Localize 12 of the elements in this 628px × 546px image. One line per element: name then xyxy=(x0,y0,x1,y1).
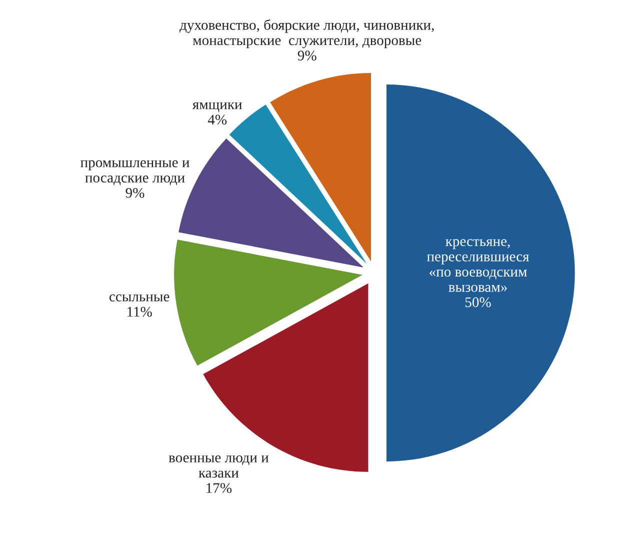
slice-label: ямщики xyxy=(192,102,242,112)
data-label: 50% xyxy=(465,297,491,308)
slice-label: крестьяне, переселившиеся «по воеводским вызовам» xyxy=(426,239,530,292)
slice-label: духовенство, боярские люди, чиновники, монастырские служители, дворовые xyxy=(180,19,434,48)
data-label: 9% xyxy=(298,50,316,61)
data-label: 9% xyxy=(126,188,144,198)
data-label: 4% xyxy=(208,114,227,125)
data-label: 11% xyxy=(128,306,152,317)
slice-label: ссыльные xyxy=(110,294,170,302)
slice-label: промышленные и посадские люди xyxy=(80,160,190,186)
data-label: 17% xyxy=(206,483,232,493)
slice-label: военные люди и казаки xyxy=(168,455,269,478)
